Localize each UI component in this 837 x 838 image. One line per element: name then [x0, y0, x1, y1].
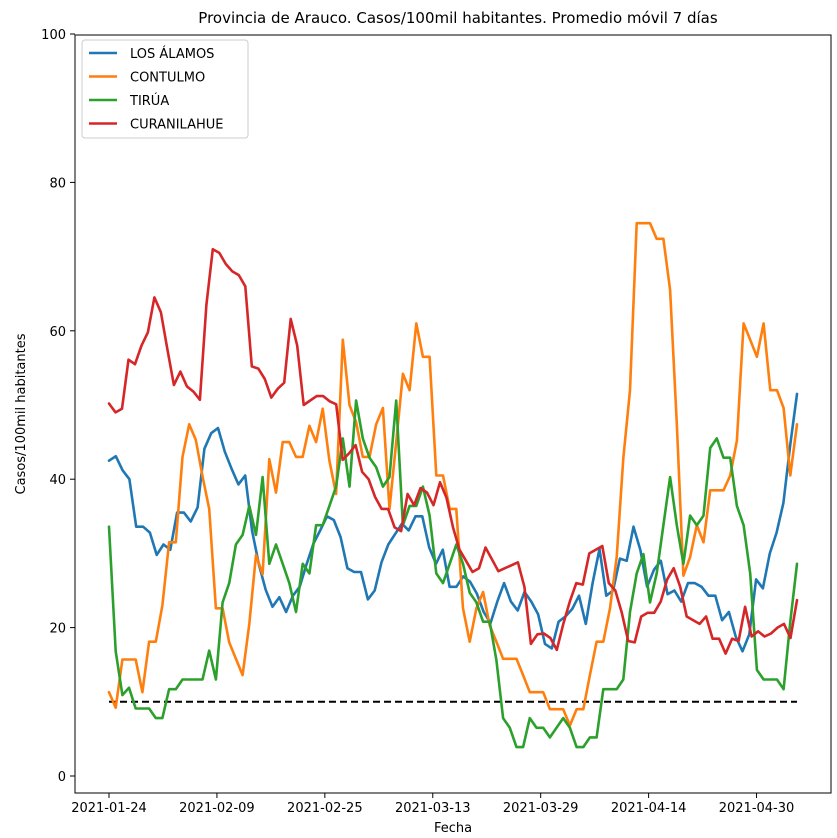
plot-area	[75, 35, 831, 793]
plot-frame	[74, 34, 832, 794]
x-tick-label: 2021-02-09	[179, 801, 255, 816]
series-line-tirúa	[107, 399, 799, 749]
x-axis-label: Fecha	[434, 821, 472, 836]
x-tick-label: 2021-01-24	[71, 801, 147, 816]
legend-label: CONTULMO	[130, 71, 205, 86]
x-tick-label: 2021-04-14	[611, 801, 687, 816]
chart-title: Provincia de Arauco. Casos/100mil habita…	[198, 9, 718, 27]
x-tick-label: 2021-03-29	[503, 801, 579, 816]
y-tick-label: 40	[49, 473, 66, 488]
legend: LOS ÁLAMOS CONTULMO TIRÚA CURANILAHUE	[81, 39, 249, 139]
legend-box	[81, 39, 249, 139]
y-axis-label: Casos/100mil habitantes	[14, 333, 29, 494]
y-tick-label: 60	[49, 325, 66, 340]
y-tick-label: 0	[58, 770, 66, 785]
x-tick-label: 2021-03-13	[395, 801, 471, 816]
y-tick-label: 20	[49, 622, 66, 637]
series-line-curanilahue	[107, 247, 799, 655]
y-tick-label: 80	[49, 176, 66, 191]
y-tick-label: 100	[41, 28, 66, 43]
legend-label: LOS ÁLAMOS	[130, 46, 214, 62]
x-tick-label: 2021-04-30	[719, 801, 795, 816]
x-tick-label: 2021-02-25	[287, 801, 363, 816]
legend-label: TIRÚA	[129, 93, 169, 109]
legend-label: CURANILAHUE	[130, 118, 224, 133]
